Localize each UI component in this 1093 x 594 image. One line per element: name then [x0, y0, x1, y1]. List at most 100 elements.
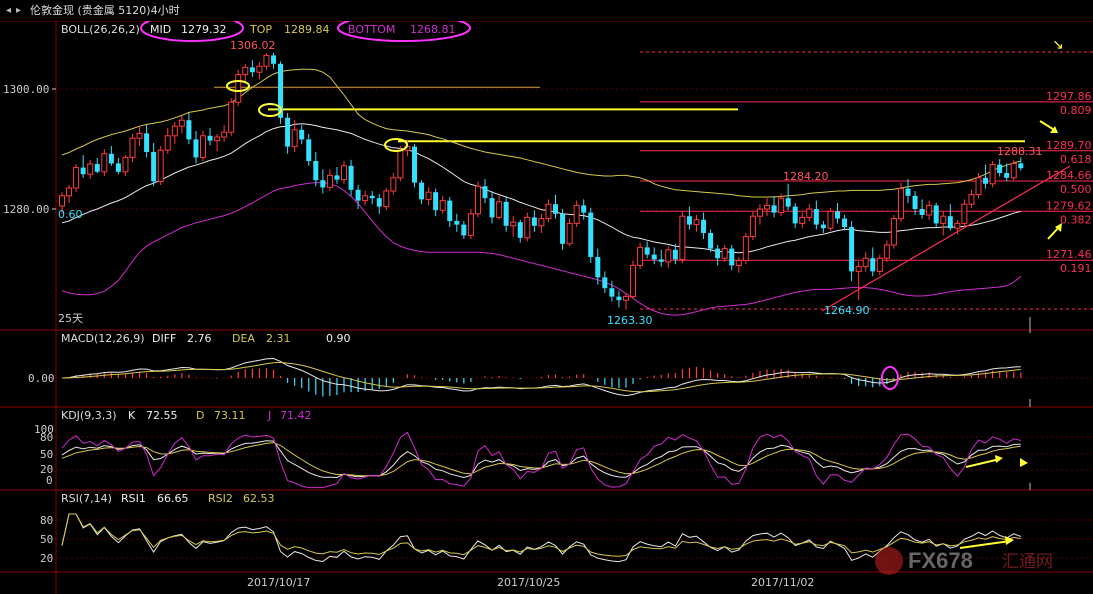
candle-down [672, 249, 678, 260]
kdj-tick-100: 100 [34, 423, 54, 436]
candle-down [708, 233, 714, 249]
candle-up [171, 125, 178, 137]
fib-ratio-label: 0.618 [1060, 153, 1092, 166]
candle-down [313, 161, 319, 181]
date-tick-3: 2017/11/02 [751, 576, 814, 589]
candle-down [686, 216, 692, 225]
candle-up [390, 177, 397, 192]
low1-label: 1263.30 [607, 314, 653, 327]
candle-down [616, 296, 622, 301]
rsi-tick-20: 20 [40, 552, 53, 565]
candlesticks [59, 53, 1024, 310]
kdj-tick-80: 80 [40, 431, 53, 444]
rsi-label: RSI(7,14) [61, 492, 112, 505]
candle-up [721, 248, 728, 259]
candle-down [419, 182, 425, 200]
rsi1-label: RSI1 [121, 492, 146, 505]
candle-down [849, 227, 855, 272]
boll-top-label: TOP [249, 23, 272, 36]
macd-dea-value: 2.31 [266, 332, 291, 345]
candle-down [651, 254, 657, 260]
candle-down [489, 198, 495, 218]
candle-down [482, 186, 488, 199]
marker-ellipse [226, 80, 250, 92]
candle-up [968, 194, 975, 205]
candle-down [517, 222, 523, 238]
macd-label: MACD(12,26,9) [61, 332, 145, 345]
boll-bottom-label: BOTTOM [348, 23, 395, 36]
price-tick-1300: 1300.00 [3, 83, 49, 96]
candle-up [735, 260, 742, 266]
fib-ratio-label: 0.382 [1060, 213, 1092, 226]
candle-down [933, 205, 939, 224]
boll-mid-label: MID [150, 23, 171, 36]
candle-down [729, 248, 735, 266]
candle-up [764, 204, 770, 210]
rsi-pane: RSI(7,14) RSI1 66.65 RSI2 62.53 80 50 20 [40, 492, 1093, 565]
candle-down [715, 248, 721, 259]
candle-down [447, 200, 453, 221]
candle-down [193, 139, 199, 158]
left-partial-label: 0.60 [58, 208, 83, 221]
macd-dea-line [61, 361, 1021, 393]
rsi2-label: RSI2 [208, 492, 233, 505]
rsi1-line [61, 513, 1021, 563]
candle-up [256, 65, 263, 73]
candle-up [178, 119, 185, 127]
candle-up [806, 208, 813, 218]
candle-down [1018, 163, 1024, 169]
date-axis: 2017/10/17 2017/10/25 2017/11/02 [247, 576, 814, 589]
candle-up [989, 164, 996, 185]
watermark-text: FX678 [908, 548, 973, 573]
candle-up [693, 219, 700, 226]
candle-up [876, 257, 883, 272]
back-icon[interactable]: ◂ [6, 5, 12, 16]
candle-up [164, 135, 171, 151]
candle-up [129, 137, 136, 158]
candle-up [742, 236, 749, 262]
kdj-d-value: 73.11 [214, 409, 246, 422]
candle-up [799, 216, 806, 224]
kdj-small-arrow-icon [1020, 458, 1028, 467]
arrow-down-right-icon: ↘ [1052, 37, 1064, 53]
candle-up [263, 54, 270, 67]
title-bar: ◂ ▸ 伦敦金现 (贵金属 5120)4小时 [0, 0, 1093, 21]
boll-top-value: 1289.84 [284, 23, 330, 36]
candle-down [785, 198, 791, 207]
low2-label: 1264.90 [824, 304, 870, 317]
candle-down [842, 218, 848, 227]
candle-down [820, 224, 826, 229]
candle-up [630, 264, 637, 298]
candle-down [461, 224, 467, 236]
candle-up [975, 177, 982, 196]
candle-down [813, 209, 819, 225]
date-tick-1: 2017/10/17 [247, 576, 310, 589]
macd-hist-value: 0.90 [326, 332, 351, 345]
candle-up [749, 215, 756, 238]
candle-down [602, 277, 608, 289]
rsi-arrow-icon [959, 540, 1011, 549]
candle-down [115, 163, 121, 172]
candle-down [588, 212, 594, 257]
candle-up [235, 74, 242, 103]
watermark-chinese: 汇通网 [1002, 552, 1053, 572]
candle-up [573, 204, 580, 224]
candle-up [756, 208, 763, 217]
candle-up [425, 191, 432, 200]
fib-price-label: 1284.66 [1046, 169, 1092, 182]
candle-down [983, 177, 989, 184]
kdj-arrow-icon [965, 458, 1001, 468]
fib-price-label: 1289.70 [1046, 139, 1092, 152]
candle-down [792, 206, 798, 224]
boll-mid-line [61, 123, 1021, 254]
candle-up [221, 131, 228, 138]
macd-dea-label: DEA [232, 332, 255, 345]
candle-up [122, 156, 129, 173]
forward-icon[interactable]: ▸ [16, 5, 22, 16]
chart-frame [0, 21, 1093, 594]
fib-price-label: 1271.46 [1046, 248, 1092, 261]
rsi2-line [61, 513, 1021, 557]
candle-down [701, 219, 707, 233]
boll-label: BOLL(26,26,2) [61, 23, 140, 36]
candle-down [186, 120, 192, 140]
